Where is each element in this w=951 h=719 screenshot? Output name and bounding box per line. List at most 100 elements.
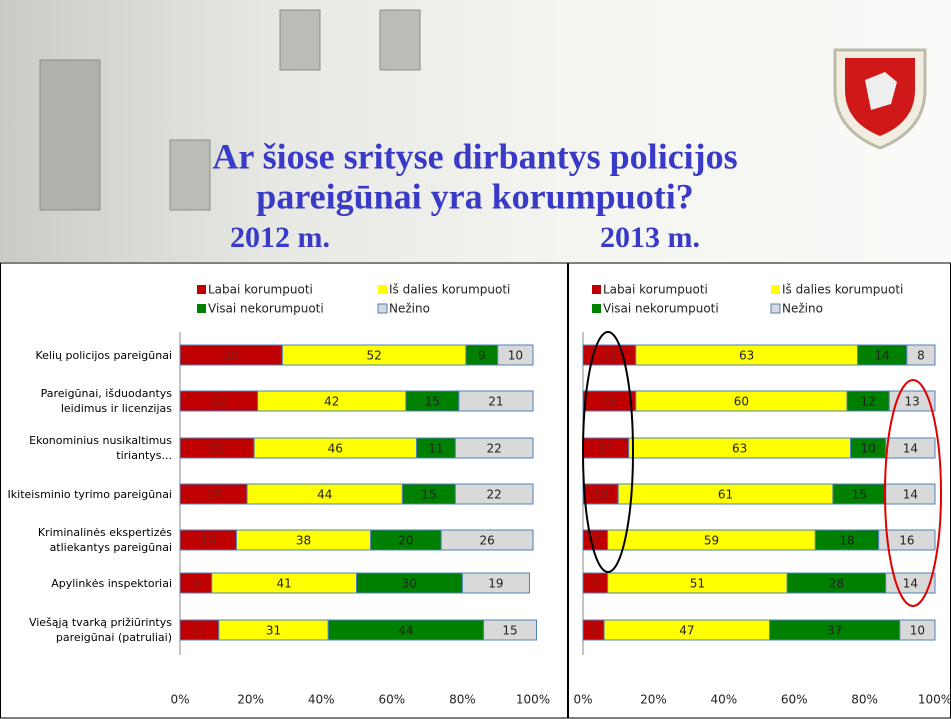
x-tick-label: 80%	[851, 693, 878, 707]
building-windows	[39, 9, 421, 211]
bar-segment	[458, 390, 534, 412]
legend-swatch	[592, 285, 601, 294]
bar-value-label: 38	[296, 534, 311, 548]
legend-label: Visai nekorumpuoti	[603, 302, 719, 316]
legend-label: Labai korumpuoti	[208, 283, 313, 297]
legend-label: Nežino	[782, 302, 823, 316]
bar-value-label: 20	[398, 534, 413, 548]
bar-value-label: 26	[479, 534, 494, 548]
bar-value-label: 21	[209, 442, 224, 456]
x-tick-label: 100%	[918, 693, 951, 707]
bar-value-label: 63	[739, 349, 754, 363]
legend-swatch	[771, 285, 780, 294]
bar-value-label: 12	[860, 395, 875, 409]
legend-label: Visai nekorumpuoti	[208, 302, 324, 316]
bar-value-label: 16	[899, 534, 914, 548]
category-label: Apylinkės inspektoriai	[51, 576, 172, 590]
bar-value-label: 15	[502, 624, 517, 638]
bar-segment	[454, 437, 534, 459]
bar-segment	[497, 344, 534, 366]
bar-value-label: 11	[428, 442, 443, 456]
bar-value-label: 14	[903, 442, 918, 456]
background-photo	[0, 0, 951, 262]
legend-label: Labai korumpuoti	[603, 283, 708, 297]
bar-value-label: 9	[192, 577, 200, 591]
bar-value-label: 22	[487, 488, 502, 502]
legend-swatch	[377, 303, 388, 314]
bar-segment	[461, 572, 530, 594]
bar-value-label: 15	[602, 395, 617, 409]
bar-value-label: 13	[598, 442, 613, 456]
x-tick-label: 20%	[640, 693, 667, 707]
bar-value-label: 7	[591, 577, 599, 591]
legend-label: Iš dalies korumpuoti	[389, 283, 510, 297]
bar-value-label: 14	[903, 488, 918, 502]
bar-value-label: 6	[590, 624, 598, 638]
bar-value-label: 29	[224, 349, 239, 363]
bar-segment	[906, 344, 936, 366]
bar-value-label: 19	[206, 488, 221, 502]
bar-value-label: 10	[508, 349, 523, 363]
bar-value-label: 41	[276, 577, 291, 591]
legend-swatch	[592, 304, 601, 313]
x-tick-label: 100%	[516, 693, 550, 707]
bar-value-label: 61	[718, 488, 733, 502]
category-label: Ikiteisminio tyrimo pareigūnai	[7, 487, 172, 501]
bar-value-label: 44	[317, 488, 332, 502]
bar-value-label: 11	[192, 624, 207, 638]
bar-value-label: 9	[478, 349, 486, 363]
bar-value-label: 28	[829, 577, 844, 591]
category-label: Pareigūnai, išduodantys leidimus ir lice…	[40, 387, 172, 415]
legend-label: Nežino	[389, 302, 430, 316]
slide-title: Ar šiose srityse dirbantys policijos	[212, 136, 737, 176]
legend-swatch	[378, 285, 387, 294]
bar-value-label: 63	[732, 442, 747, 456]
bar-value-label: 46	[328, 442, 343, 456]
bar-value-label: 52	[367, 349, 382, 363]
bar-value-label: 7	[591, 534, 599, 548]
bar-value-label: 42	[324, 395, 339, 409]
bar-value-label: 15	[602, 349, 617, 363]
bar-value-label: 10	[593, 488, 608, 502]
legend-swatch	[197, 304, 206, 313]
category-label: Kriminalinės ekspertizės atliekantys par…	[37, 526, 172, 554]
bar-value-label: 14	[875, 349, 890, 363]
x-tick-label: 60%	[378, 693, 405, 707]
chart-title: 2013 m.	[600, 221, 700, 254]
bar-value-label: 47	[679, 624, 694, 638]
x-tick-label: 60%	[781, 693, 808, 707]
bar-value-label: 44	[398, 624, 413, 638]
bar-value-label: 10	[860, 442, 875, 456]
bar-value-label: 10	[910, 624, 925, 638]
bar-value-label: 21	[488, 395, 503, 409]
bar-value-label: 8	[917, 349, 925, 363]
bar-segment	[483, 619, 538, 641]
bar-value-label: 15	[425, 395, 440, 409]
legend-swatch	[197, 285, 206, 294]
bar-value-label: 60	[734, 395, 749, 409]
bar-value-label: 59	[704, 534, 719, 548]
bar-value-label: 13	[904, 395, 919, 409]
bar-value-label: 19	[488, 577, 503, 591]
bar-value-label: 51	[690, 577, 705, 591]
x-tick-label: 0%	[170, 693, 189, 707]
chart-title: 2012 m.	[230, 221, 330, 254]
bar-value-label: 31	[266, 624, 281, 638]
bar-value-label: 16	[201, 534, 216, 548]
bar-value-label: 37	[827, 624, 842, 638]
bar-value-label: 22	[487, 442, 502, 456]
bar-segment	[454, 483, 534, 505]
bar-value-label: 18	[839, 534, 854, 548]
category-label: Kelių policijos pareigūnai	[35, 348, 172, 362]
bar-value-label: 15	[852, 488, 867, 502]
x-tick-label: 80%	[449, 693, 476, 707]
coat-of-arms	[833, 48, 927, 150]
slide-title: pareigūnai yra korumpuoti?	[256, 176, 693, 216]
category-label: Ekonominius nusikaltimus tiriantys...	[29, 434, 172, 462]
bar-value-label: 15	[421, 488, 436, 502]
x-tick-label: 40%	[710, 693, 737, 707]
bar-value-label: 22	[211, 395, 226, 409]
bar-value-label: 14	[903, 577, 918, 591]
bar-value-label: 30	[402, 577, 417, 591]
